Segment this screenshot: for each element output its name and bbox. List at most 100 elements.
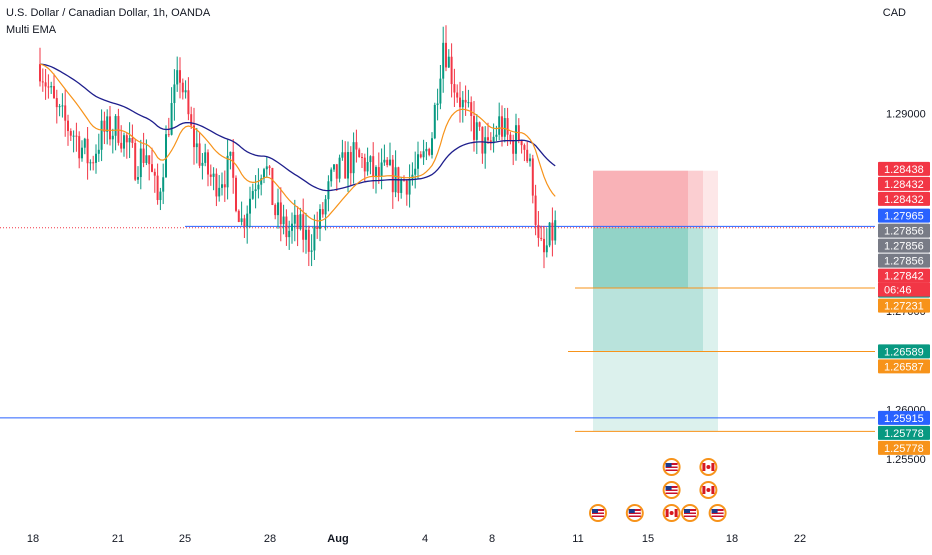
candle [338,157,341,179]
candle [109,116,111,140]
price-label-box [878,359,930,374]
candle [349,152,352,174]
candle [501,116,503,137]
candle [139,148,142,178]
candle [39,64,41,82]
candle [137,177,139,180]
ema-fast-line [39,63,556,222]
candle [279,202,282,225]
candle [512,140,515,154]
candle [209,174,212,177]
candle [313,227,316,251]
x-tick-label: Aug [327,533,348,545]
candle [324,199,327,215]
candle [545,245,548,253]
risk-zone-inner [593,170,688,228]
indicator-label[interactable]: Multi EMA [6,24,57,36]
x-tick-label: 18 [27,533,39,545]
price-label: 1.28432 [884,179,924,191]
candle [128,138,131,143]
candle [470,102,473,117]
candle [198,143,201,166]
candle [125,135,128,143]
candle [330,169,333,182]
candle [299,214,302,230]
x-tick-label: 22 [794,533,806,545]
symbol-title[interactable]: U.S. Dollar / Canadian Dollar, 1h, OANDA [6,7,211,19]
candle [148,155,151,165]
price-label-box [878,238,930,253]
x-tick-label: 18 [726,533,738,545]
flag-canton [684,509,690,513]
candle [456,92,459,98]
flag-canton [665,486,672,490]
candle [372,156,375,178]
candle [355,142,358,150]
candle [75,135,78,137]
candle [307,229,310,252]
price-label-box [878,223,930,238]
candle [50,86,53,88]
candle [89,162,92,164]
price-label: 1.27231 [884,301,924,313]
candle [475,122,478,140]
candle [151,164,153,172]
candle [260,178,263,185]
price-label: 1.27965 [884,211,924,223]
candle [78,136,81,159]
candle [537,224,540,238]
candle [506,118,509,135]
candle [534,195,537,225]
candle [543,238,545,253]
candle [503,118,506,137]
price-label-box [878,161,930,176]
candle [523,145,526,150]
candle [526,149,529,162]
x-tick-label: 11 [572,533,583,545]
candle [257,184,260,190]
reward-zone-outer[interactable] [593,227,718,432]
price-label: 1.28432 [884,194,924,206]
candle [246,213,249,227]
candle [64,105,67,121]
price-label-box [878,208,930,223]
flag-stripe [702,486,706,494]
candle [44,82,47,87]
candle [481,126,484,154]
candle [277,202,279,216]
candle [249,198,251,214]
countdown-label: 06:46 [884,285,912,297]
candle [69,131,72,136]
candle [274,204,277,216]
candle [106,116,109,132]
candle [422,151,425,158]
candle [92,162,95,164]
candle [509,134,512,141]
candle [114,116,117,136]
candle [341,152,344,158]
candle [361,156,363,158]
candle [551,222,554,241]
candle [467,102,470,104]
flag-stripe [665,491,678,493]
candle [316,227,319,229]
candle [450,56,453,85]
candle [296,214,299,230]
candle [83,138,86,148]
x-tick-label: 28 [264,533,276,545]
candle [179,70,181,83]
risk-zone-outer[interactable] [593,170,718,228]
candle [414,168,417,175]
x-tick-label: 4 [422,533,428,545]
candle [268,166,271,168]
flag-stripe [665,468,678,470]
candle [167,134,170,136]
candle [352,142,355,174]
candle [226,155,229,188]
candle [41,81,44,83]
candle [548,222,551,246]
candle [271,167,274,205]
candle [173,84,176,104]
